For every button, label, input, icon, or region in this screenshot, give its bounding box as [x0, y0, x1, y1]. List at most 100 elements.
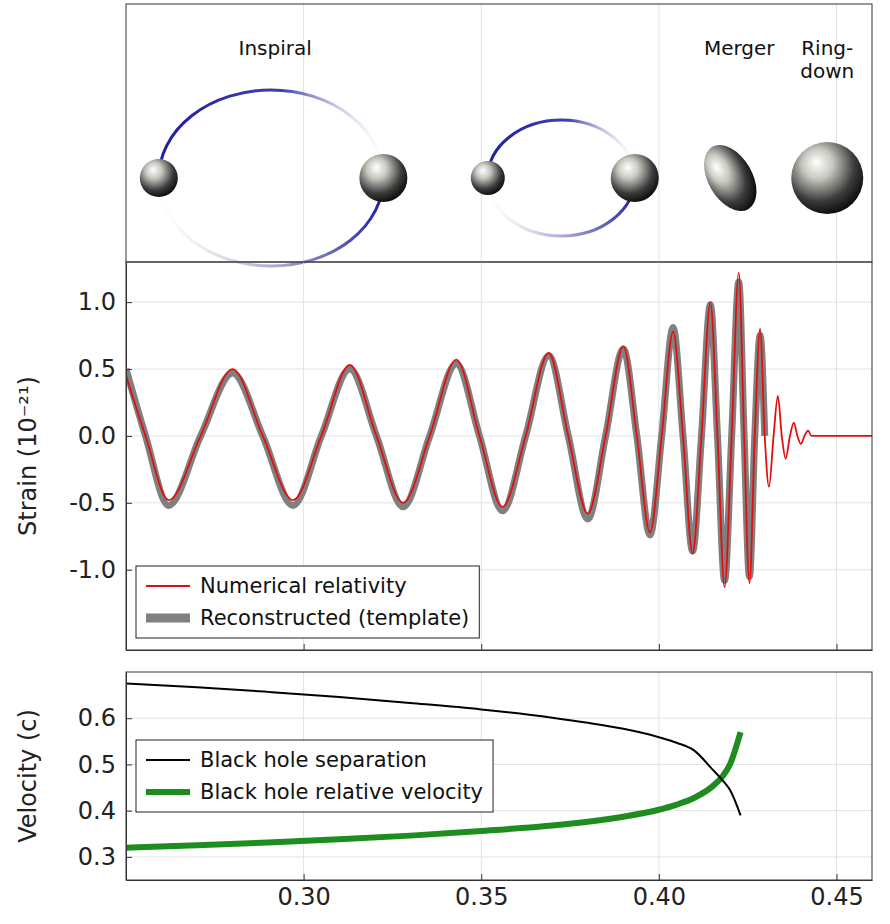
grid-line	[126, 718, 872, 719]
tick-mark	[481, 644, 482, 650]
tick: 0.0	[78, 422, 132, 450]
legend: Numerical relativity Reconstructed (templ…	[136, 566, 479, 638]
tick: 0.3	[78, 843, 132, 871]
tick-mark	[126, 811, 132, 812]
black-hole	[359, 154, 407, 202]
orbit-arc	[159, 90, 384, 178]
legend-label: Numerical relativity	[200, 574, 407, 598]
plot-area	[126, 684, 741, 848]
phase-label: Inspiral	[239, 36, 312, 60]
tick-label: 0.40	[633, 883, 686, 911]
grid	[126, 262, 872, 650]
tick-mark	[304, 644, 305, 650]
tick: 0.40	[633, 874, 686, 911]
black-hole	[140, 159, 178, 197]
grid-line	[836, 672, 837, 880]
tick: 0.35	[455, 874, 508, 911]
tick-label: -0.5	[69, 489, 116, 517]
legend-box	[136, 740, 493, 812]
tick	[659, 644, 660, 650]
axis	[127, 644, 873, 651]
chart-panel: -1.0 -0.5 0.0 0.5 1.0 Strain (10⁻²¹) Numerical…	[14, 262, 873, 651]
legend-swatch	[146, 614, 190, 623]
tick-label: 0.0	[78, 422, 116, 450]
axis-line	[126, 673, 127, 881]
tick-label: 0.3	[78, 843, 116, 871]
axis: -1.0 -0.5 0.0 0.5 1.0	[69, 263, 132, 651]
tick: 0.5	[78, 751, 132, 779]
tick-mark	[126, 369, 132, 370]
tick: 0.5	[78, 355, 132, 383]
legend-label: Reconstructed (template)	[200, 606, 469, 630]
final-black-hole	[791, 142, 863, 214]
panel-frame	[126, 672, 872, 880]
tick: -0.5	[69, 489, 132, 517]
series-line	[126, 282, 765, 580]
grid-line	[126, 856, 872, 857]
tick-mark	[126, 302, 132, 303]
merging-black-holes	[693, 136, 767, 220]
tick	[836, 644, 837, 650]
grid-line	[126, 302, 872, 303]
tick-mark	[126, 857, 132, 858]
axis-line	[127, 880, 873, 881]
figure: Inspiral Merger Ring-down -1.0 -0.5 0.0 0.5 1.0…	[0, 0, 890, 924]
phase-label: Merger	[704, 36, 775, 60]
tick-label: -1.0	[69, 556, 116, 584]
axis-title: Strain (10⁻²¹)	[14, 376, 42, 536]
axis: 0.30 0.35 0.40 0.45	[127, 874, 873, 911]
tick: -1.0	[69, 556, 132, 584]
tick: 0.45	[810, 874, 863, 911]
tick-mark	[659, 644, 660, 650]
tick-mark	[126, 436, 132, 437]
tick: 1.0	[78, 288, 132, 316]
plot-area	[126, 273, 872, 587]
tick-label: 0.6	[78, 704, 116, 732]
axis-line	[127, 650, 873, 651]
axis: 0.3 0.4 0.5 0.6	[78, 673, 132, 881]
grid-line	[126, 435, 872, 436]
tick-label: 0.35	[455, 883, 508, 911]
tick: 0.4	[78, 797, 132, 825]
panel-frame	[126, 4, 872, 262]
tick-label: 0.5	[78, 751, 116, 779]
black-hole	[611, 154, 659, 202]
series-line	[126, 732, 741, 848]
tick-label: 0.45	[810, 883, 863, 911]
grid-line	[481, 4, 482, 262]
tick-label: 0.5	[78, 355, 116, 383]
grid	[126, 672, 872, 880]
grid-line	[836, 262, 837, 650]
tick-label: 0.4	[78, 797, 116, 825]
legend-label: Black hole separation	[200, 748, 427, 772]
legend-swatch	[146, 789, 190, 795]
chart-panel: 0.3 0.4 0.5 0.6 0.30 0.35 0.40 0.45 Velocity (c)…	[14, 672, 873, 911]
tick-mark	[836, 644, 837, 650]
tick-mark	[126, 764, 132, 765]
tick-mark	[304, 874, 305, 880]
axis-title: Velocity (c)	[14, 709, 42, 843]
series-line	[126, 684, 741, 816]
legend-box	[136, 566, 479, 638]
grid-line	[658, 4, 659, 262]
phase-label: Ring-down	[800, 36, 854, 83]
tick-label: 1.0	[78, 288, 116, 316]
legend-label: Black hole relative velocity	[200, 780, 483, 804]
tick-mark	[126, 718, 132, 719]
tick-mark	[126, 503, 132, 504]
legend-swatch	[146, 585, 190, 587]
panel-frame	[126, 262, 872, 650]
tick-mark	[481, 874, 482, 880]
tick-mark	[126, 570, 132, 571]
tick	[304, 644, 305, 650]
legend-swatch	[146, 759, 190, 761]
tick-label: 0.30	[277, 883, 330, 911]
tick	[481, 644, 482, 650]
tick-mark	[836, 874, 837, 880]
tick-mark	[659, 874, 660, 880]
series-line	[126, 273, 872, 587]
tick: 0.30	[277, 874, 330, 911]
grid-line	[658, 672, 659, 880]
diagram-panel: Inspiral Merger Ring-down	[126, 4, 872, 266]
legend: Black hole separation Black hole relative…	[136, 740, 493, 812]
